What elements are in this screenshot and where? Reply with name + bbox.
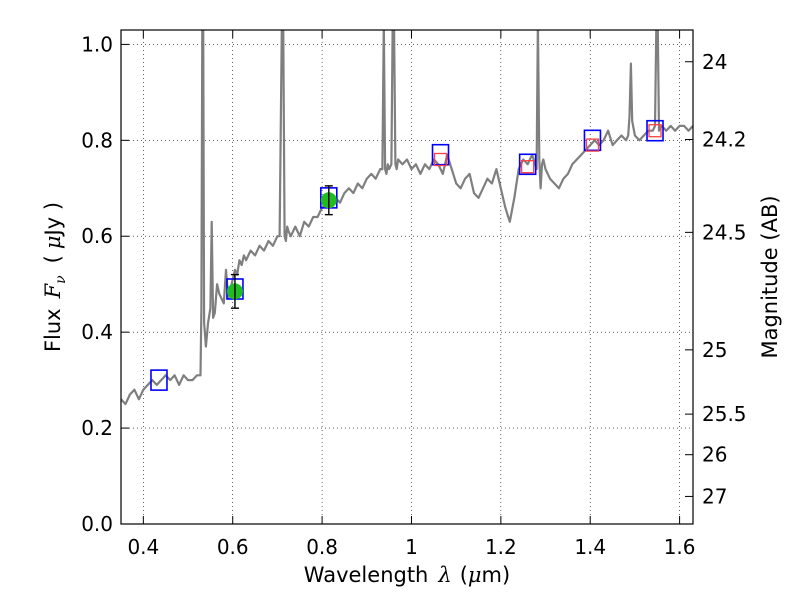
photometry-box — [583, 129, 602, 152]
model-flux-box — [521, 160, 535, 174]
axis-ticks — [121, 30, 693, 525]
x-axis-label: Wavelength λ (μm) — [304, 563, 510, 587]
y-tick-label: 0.2 — [81, 416, 113, 440]
right-axis-label: Magnitude (AB) — [758, 195, 782, 358]
y-tick-label: 1.0 — [81, 32, 113, 56]
photometry-box — [431, 143, 450, 166]
y-tick-label: 0.8 — [81, 128, 113, 152]
right-tick-label: 25 — [702, 338, 727, 362]
right-tick-label: 24.5 — [702, 220, 747, 244]
model-flux-box — [585, 138, 600, 152]
x-tick-label: 1.6 — [664, 535, 696, 559]
model-flux-box — [648, 124, 662, 138]
photometry-box — [518, 153, 537, 176]
plot-frame — [120, 29, 694, 525]
plot-background — [121, 30, 693, 524]
x-tick-label: 0.6 — [217, 535, 249, 559]
right-tick-label: 24 — [702, 50, 727, 74]
x-tick-label: 1.2 — [485, 535, 517, 559]
y-tick-label: 0.6 — [81, 224, 113, 248]
right-tick-label: 24.2 — [702, 127, 747, 151]
photometry-box — [150, 369, 168, 391]
x-tick-label: 1.4 — [574, 535, 606, 559]
y-tick-label: 0.4 — [81, 320, 113, 344]
x-tick-label: 0.8 — [306, 535, 338, 559]
x-tick-label: 0.4 — [127, 535, 159, 559]
x-tick-label: 1 — [405, 535, 418, 559]
model-spectrum-line — [121, 30, 693, 406]
y-axis-label: FluxFν(μJy ) — [41, 202, 69, 352]
plot-content — [121, 30, 693, 406]
right-tick-label: 25.5 — [702, 402, 747, 426]
photometry-box — [646, 119, 664, 142]
y-tick-label: 0.0 — [81, 512, 113, 536]
model-flux-box — [433, 152, 448, 167]
right-tick-label: 26 — [702, 443, 727, 467]
right-tick-label: 27 — [702, 484, 727, 508]
